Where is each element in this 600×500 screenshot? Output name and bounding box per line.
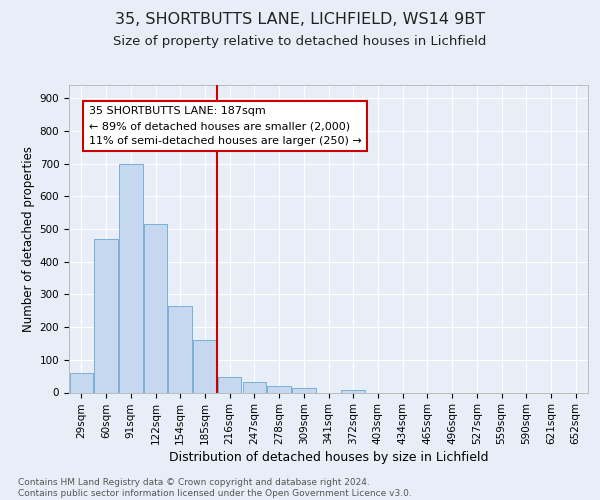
X-axis label: Distribution of detached houses by size in Lichfield: Distribution of detached houses by size … <box>169 452 488 464</box>
Text: Contains HM Land Registry data © Crown copyright and database right 2024.
Contai: Contains HM Land Registry data © Crown c… <box>18 478 412 498</box>
Text: 35 SHORTBUTTS LANE: 187sqm
← 89% of detached houses are smaller (2,000)
11% of s: 35 SHORTBUTTS LANE: 187sqm ← 89% of deta… <box>89 106 362 146</box>
Bar <box>70 373 93 392</box>
Y-axis label: Number of detached properties: Number of detached properties <box>22 146 35 332</box>
Bar <box>119 164 143 392</box>
Bar <box>169 306 192 392</box>
Bar <box>292 388 316 392</box>
Bar <box>193 340 217 392</box>
Text: 35, SHORTBUTTS LANE, LICHFIELD, WS14 9BT: 35, SHORTBUTTS LANE, LICHFIELD, WS14 9BT <box>115 12 485 28</box>
Bar <box>268 386 291 392</box>
Text: Size of property relative to detached houses in Lichfield: Size of property relative to detached ho… <box>113 35 487 48</box>
Bar <box>341 390 365 392</box>
Bar <box>242 382 266 392</box>
Bar <box>144 224 167 392</box>
Bar <box>94 239 118 392</box>
Bar <box>218 377 241 392</box>
